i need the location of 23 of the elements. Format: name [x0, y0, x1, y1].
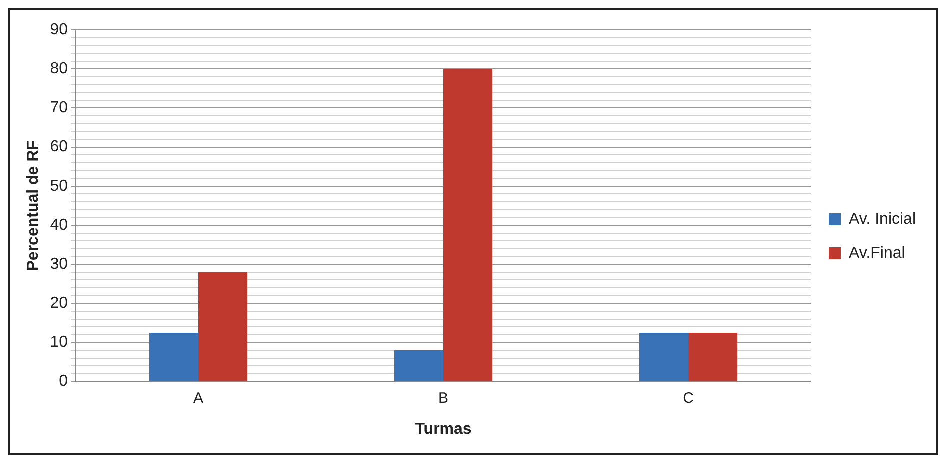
legend-label: Av.Final: [849, 244, 906, 262]
y-tick-label: 10: [50, 334, 68, 352]
y-tick-label: 50: [50, 178, 68, 195]
x-tick-label: A: [193, 390, 204, 407]
legend-label: Av. Inicial: [849, 210, 916, 228]
y-tick-label: 20: [50, 295, 68, 312]
y-tick-label: 0: [59, 373, 68, 390]
y-axis-title: Percentual de RF: [25, 140, 42, 272]
y-tick-label: 70: [50, 100, 68, 117]
bar: [198, 272, 248, 382]
bar: [150, 332, 198, 382]
bar: [444, 69, 493, 382]
y-tick-label: 60: [50, 138, 68, 156]
y-tick-label: 90: [50, 21, 68, 38]
y-tick-label: 80: [50, 60, 68, 78]
bar: [688, 332, 738, 382]
y-tick-label: 30: [50, 256, 68, 273]
y-tick-label: 40: [50, 216, 68, 234]
x-axis-title: Turmas: [415, 420, 472, 438]
bar: [640, 332, 689, 382]
x-tick-label: B: [438, 390, 449, 407]
x-tick-label: C: [683, 390, 694, 407]
bar: [394, 350, 444, 382]
